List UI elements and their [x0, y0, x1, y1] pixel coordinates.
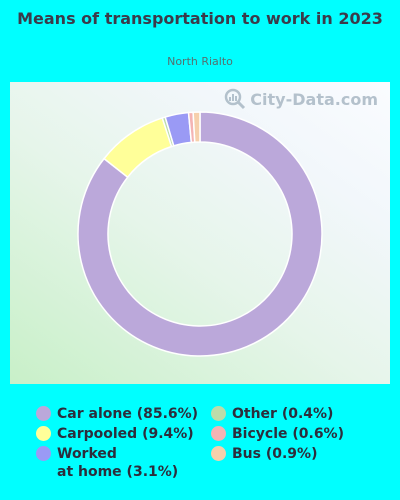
legend-label: Bicycle (0.6%) [232, 426, 344, 442]
chart-title: Means of transportation to work in 2023 [17, 9, 383, 28]
donut-slice-0 [77, 111, 323, 357]
legend-label: Other (0.4%) [232, 406, 334, 422]
chart-panel: City-Data.com [10, 82, 390, 384]
legend-swatch [36, 446, 51, 461]
donut-slice-5 [192, 111, 201, 143]
watermark-text: City-Data.com [250, 89, 378, 109]
legend-label: Carpooled (9.4%) [57, 426, 194, 442]
legend-swatch [211, 446, 226, 461]
donut-chart [77, 111, 323, 357]
magnifier-icon [225, 88, 246, 110]
legend-label: Worked at home (3.1%) [57, 446, 179, 480]
legend-swatch [211, 426, 226, 441]
legend-label: Bus (0.9%) [232, 446, 318, 462]
legend-item: Car alone (85.6%) [36, 405, 198, 423]
chart-legend: Car alone (85.6%) Carpooled (9.4%) Worked … [0, 400, 400, 495]
legend-swatch [36, 426, 51, 441]
legend-item: Bicycle (0.6%) [211, 425, 344, 443]
legend-swatch [36, 406, 51, 421]
watermark: City-Data.com [224, 88, 378, 110]
legend-item: Bus (0.9%) [211, 445, 317, 463]
chart-subtitle: North Rialto [167, 55, 233, 68]
legend-item: Carpooled (9.4%) [36, 425, 194, 443]
legend-item: Worked at home (3.1%) [36, 445, 178, 481]
legend-label: Car alone (85.6%) [57, 406, 199, 422]
legend-swatch [211, 406, 226, 421]
legend-item: Other (0.4%) [211, 405, 333, 423]
